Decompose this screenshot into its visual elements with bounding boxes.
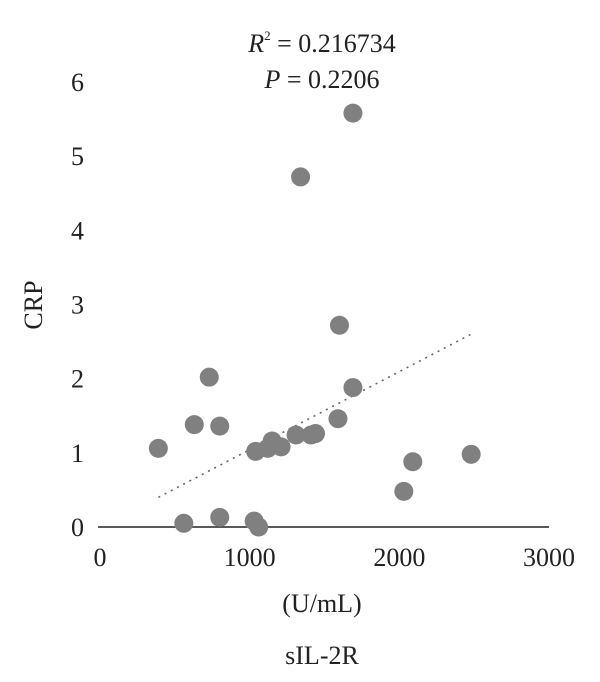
x-tick-label: 0 [94,543,107,572]
data-point [199,367,219,387]
y-tick-label: 2 [71,365,84,394]
x-tick-label: 2000 [373,543,425,572]
y-tick-label: 3 [71,291,84,320]
data-point [461,444,481,464]
data-point [328,409,348,429]
y-tick-label: 4 [71,216,84,245]
data-point [184,415,204,435]
data-point [306,424,326,444]
data-point [343,103,363,123]
data-point [249,517,269,537]
x-axis-unit-label: (U/mL) [282,589,361,618]
data-point [329,315,349,335]
r-squared-value: = 0.216734 [271,29,396,58]
r-symbol: R [247,29,264,58]
p-value: = 0.2206 [280,65,379,94]
trend-line [158,333,472,499]
y-tick-label: 5 [71,142,84,171]
y-tick-label: 0 [71,513,84,542]
y-tick-label: 6 [71,68,84,97]
x-axis-label: sIL-2R [285,641,359,670]
data-point [210,416,230,436]
data-point [174,513,194,533]
r-squared-annotation: R2 = 0.216734 [247,28,396,58]
data-points [148,103,481,537]
x-tick-label: 1000 [224,543,276,572]
data-point [210,507,230,527]
x-tick-label: 3000 [523,543,575,572]
data-point [148,438,168,458]
data-point [343,378,363,398]
data-point [286,425,306,445]
y-tick-label: 1 [71,439,84,468]
y-axis-label: CRP [19,280,48,329]
x-tick-labels: 0 1000 2000 3000 [94,543,576,572]
p-symbol: P [263,65,280,94]
p-value-annotation: P = 0.2206 [263,65,379,94]
data-point [271,437,291,457]
data-point [394,481,414,501]
data-point [291,167,311,187]
r-superscript: 2 [264,28,271,43]
y-tick-labels: 0 1 2 3 4 5 6 [71,68,84,542]
data-point [403,452,423,472]
